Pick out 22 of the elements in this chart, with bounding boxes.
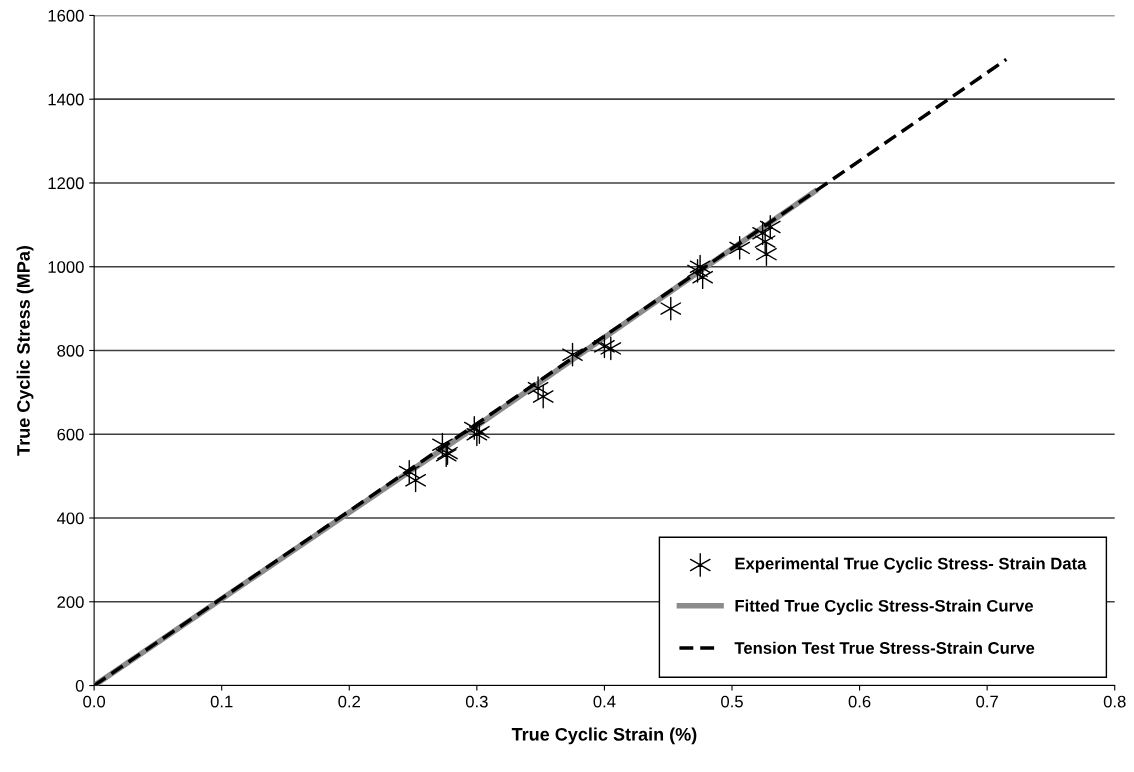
x-tick-label: 0.5 — [721, 695, 743, 708]
legend-label: Fitted True Cyclic Stress-Strain Curve — [735, 599, 1034, 615]
legend-label: Tension Test True Stress-Strain Curve — [734, 641, 1035, 654]
x-axis-title: True Cyclic Strain (%) — [511, 727, 697, 745]
y-tick-label: 400 — [56, 512, 84, 525]
y-tick-label: 0 — [75, 679, 84, 692]
y-tick-label: 1600 — [48, 9, 84, 22]
y-axis-title: True Cyclic Stress (MPa) — [16, 246, 34, 456]
y-tick-label: 800 — [57, 344, 84, 357]
x-tick-label: 0.4 — [593, 695, 616, 708]
x-tick-label: 0.1 — [210, 695, 233, 708]
x-tick-label: 0.6 — [848, 695, 871, 708]
x-tick-label: 0.0 — [83, 695, 106, 708]
x-tick-label: 0.7 — [976, 695, 998, 708]
y-tick-label: 200 — [57, 596, 84, 608]
x-tick-label: 0.2 — [338, 695, 361, 708]
y-tick-label: 1400 — [48, 93, 84, 106]
x-tick-label: 0.3 — [465, 695, 488, 708]
y-tick-label: 600 — [57, 428, 84, 441]
y-tick-label: 1200 — [48, 177, 84, 190]
x-tick-label: 0.8 — [1103, 695, 1126, 708]
y-tick-label: 1000 — [48, 261, 84, 273]
